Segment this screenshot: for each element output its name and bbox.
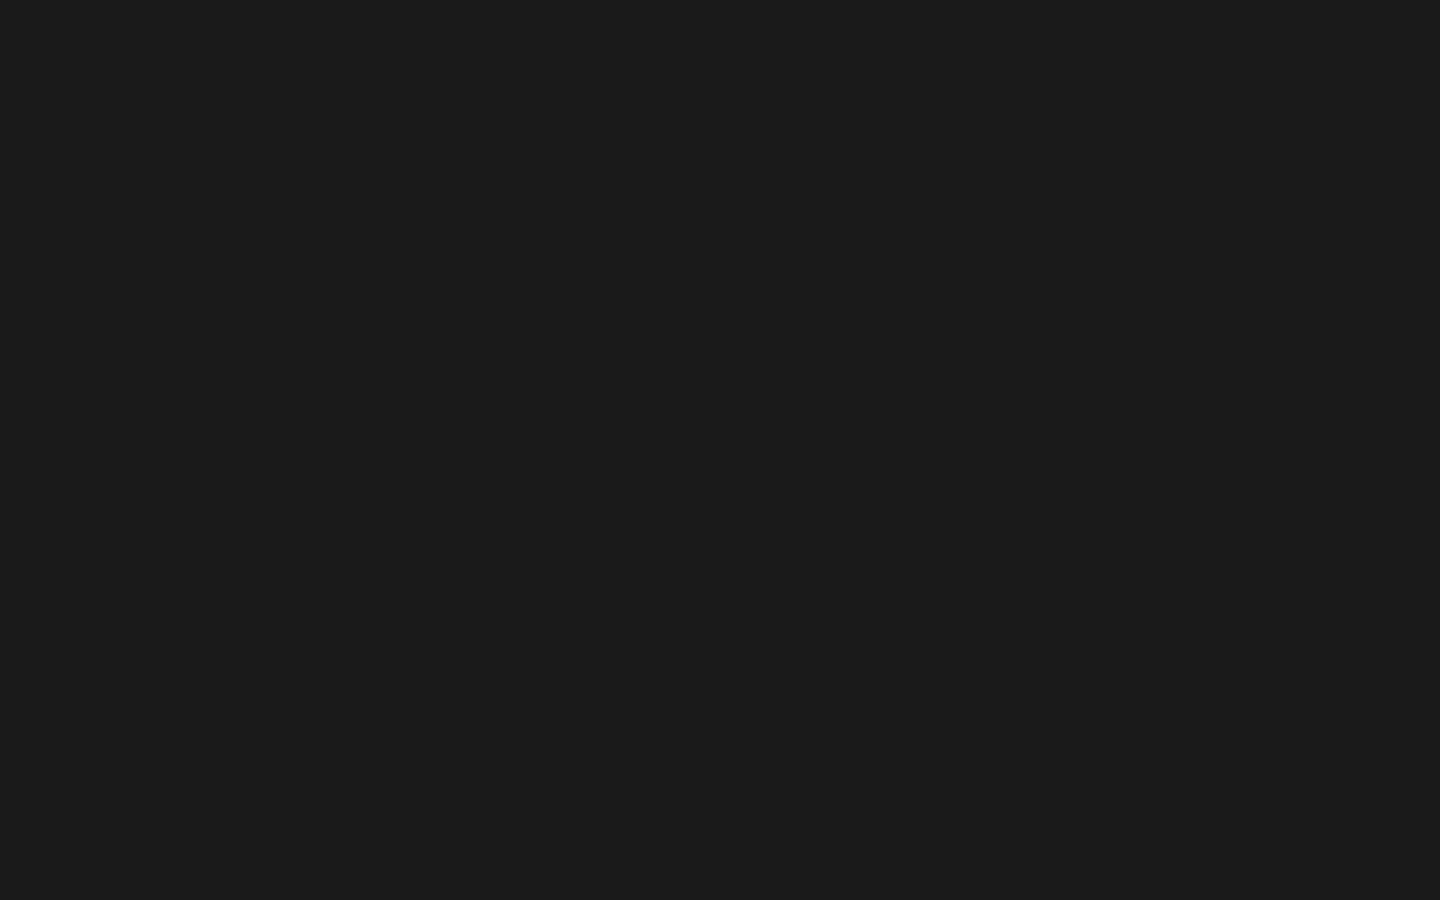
Text: Japan: Japan bbox=[115, 749, 160, 764]
Text: 26.5%: 26.5% bbox=[1084, 749, 1135, 764]
Text: 15.0%: 15.0% bbox=[1084, 511, 1135, 526]
Text: 32.0%: 32.0% bbox=[1084, 698, 1135, 714]
Text: 15.5%: 15.5% bbox=[609, 698, 660, 714]
Text: Period 2: Period 2 bbox=[115, 420, 190, 435]
Text: Return: Return bbox=[1083, 122, 1136, 138]
Text: Country: Country bbox=[418, 117, 482, 132]
Text: BENCHMARK: BENCHMARK bbox=[867, 63, 1002, 82]
Text: 0.60: 0.60 bbox=[432, 249, 468, 264]
Text: Europe: Europe bbox=[115, 698, 171, 714]
Text: Period 1: Period 1 bbox=[115, 209, 190, 224]
Text: 50.0%: 50.0% bbox=[850, 249, 900, 264]
Text: Compounded over: Compounded over bbox=[115, 632, 279, 646]
Text: entire period: entire period bbox=[115, 659, 233, 673]
Text: in Base: in Base bbox=[1080, 146, 1139, 161]
Text: Europe: Europe bbox=[115, 249, 171, 264]
Text: Weights: Weights bbox=[842, 140, 907, 156]
Text: 12.0%: 12.0% bbox=[609, 511, 660, 526]
Text: Currency: Currency bbox=[1073, 169, 1145, 184]
Text: 9.2000%: 9.2000% bbox=[595, 562, 672, 576]
Text: 50.0%: 50.0% bbox=[850, 511, 900, 526]
Text: 5.0%: 5.0% bbox=[613, 461, 654, 475]
Text: 0.40: 0.40 bbox=[432, 300, 468, 314]
Text: 29.375%: 29.375% bbox=[1070, 799, 1148, 815]
Text: 50.0%: 50.0% bbox=[850, 300, 900, 314]
Text: 10.0%: 10.0% bbox=[609, 300, 660, 314]
Text: 40.0%: 40.0% bbox=[425, 461, 475, 475]
Text: 12.5%: 12.5% bbox=[1081, 562, 1136, 576]
Text: 15.0%: 15.0% bbox=[1081, 350, 1136, 365]
Text: 100%: 100% bbox=[428, 350, 472, 365]
Text: Europe: Europe bbox=[115, 461, 171, 475]
Text: 10.0%: 10.0% bbox=[606, 350, 661, 365]
Text: Japan: Japan bbox=[115, 511, 160, 526]
Text: Rate of: Rate of bbox=[605, 99, 662, 114]
Text: 50.0%: 50.0% bbox=[850, 461, 900, 475]
Text: Total: Total bbox=[115, 799, 158, 815]
Text: 10.0%: 10.0% bbox=[1084, 300, 1135, 314]
Text: 10.0%: 10.0% bbox=[1084, 461, 1135, 475]
Text: in Base: in Base bbox=[605, 146, 664, 161]
Text: Weights: Weights bbox=[418, 140, 482, 156]
Text: 20.120%: 20.120% bbox=[595, 799, 672, 815]
Text: PORTFOLIO: PORTFOLIO bbox=[108, 63, 228, 82]
Text: 23.2%: 23.2% bbox=[609, 749, 660, 764]
Text: Rate of: Rate of bbox=[1080, 99, 1138, 114]
Text: Currency: Currency bbox=[598, 169, 670, 184]
Text: Country: Country bbox=[842, 117, 907, 132]
Text: 20.0%: 20.0% bbox=[1084, 249, 1135, 264]
Text: Total Portfolio: Total Portfolio bbox=[115, 350, 243, 365]
Text: 10.0%: 10.0% bbox=[609, 249, 660, 264]
Text: Return: Return bbox=[608, 122, 661, 138]
Text: bliography: bliography bbox=[101, 839, 294, 869]
Text: period (i.e., linked over the two short periods).: period (i.e., linked over the two short … bbox=[108, 20, 516, 38]
Text: Japan: Japan bbox=[115, 300, 160, 314]
Text: 60.0%: 60.0% bbox=[425, 511, 475, 526]
Text: Component: Component bbox=[181, 140, 275, 156]
Text: Country: Country bbox=[196, 117, 261, 132]
Text: Total Portfolio: Total Portfolio bbox=[115, 562, 243, 576]
